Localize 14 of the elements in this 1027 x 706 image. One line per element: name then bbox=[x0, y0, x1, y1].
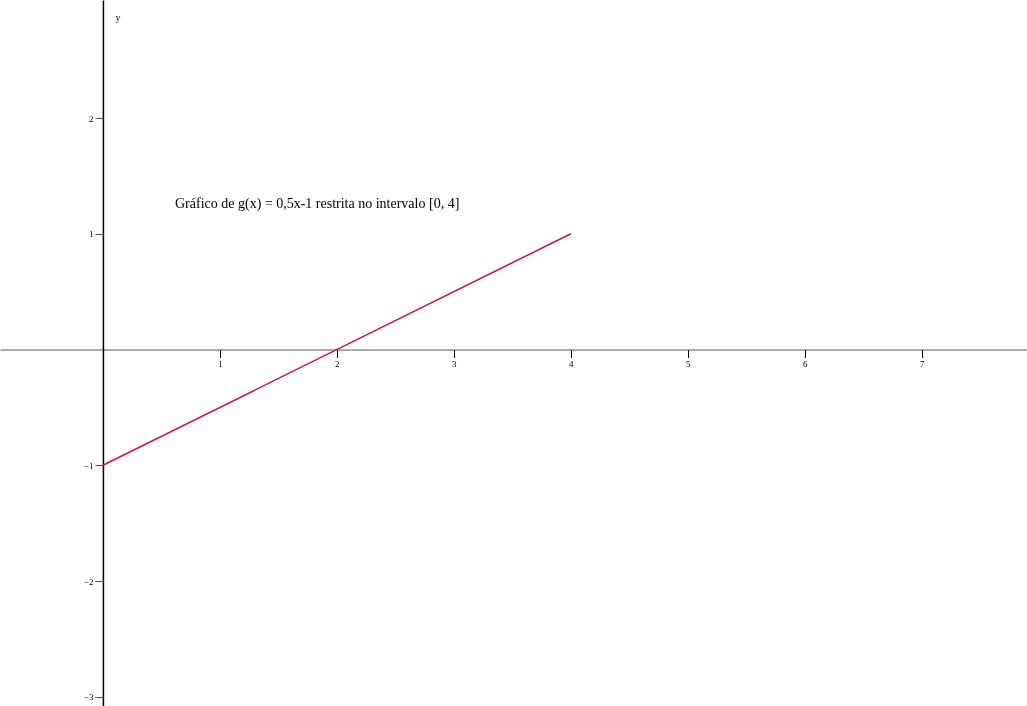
y-tick-label: −1 bbox=[83, 460, 94, 471]
y-tick-label: 2 bbox=[88, 113, 94, 124]
y-axis-title: y bbox=[115, 11, 121, 23]
x-tick-label: 6 bbox=[803, 359, 809, 370]
x-tick-label: 3 bbox=[452, 359, 458, 370]
annotation: Gráfico de g(x) = 0,5x-1 restrita no intervalo [0, 4] bbox=[175, 196, 460, 212]
x-tick-label: 5 bbox=[686, 359, 692, 370]
y-tick-label: 1 bbox=[88, 229, 94, 240]
y-tick-label: −2 bbox=[83, 576, 94, 587]
x-tick-label: 1 bbox=[218, 359, 223, 370]
x-tick-label: 4 bbox=[569, 359, 575, 370]
y-tick-label: −3 bbox=[83, 692, 94, 703]
x-tick-label: 2 bbox=[335, 359, 340, 370]
x-tick-label: 7 bbox=[919, 359, 925, 370]
